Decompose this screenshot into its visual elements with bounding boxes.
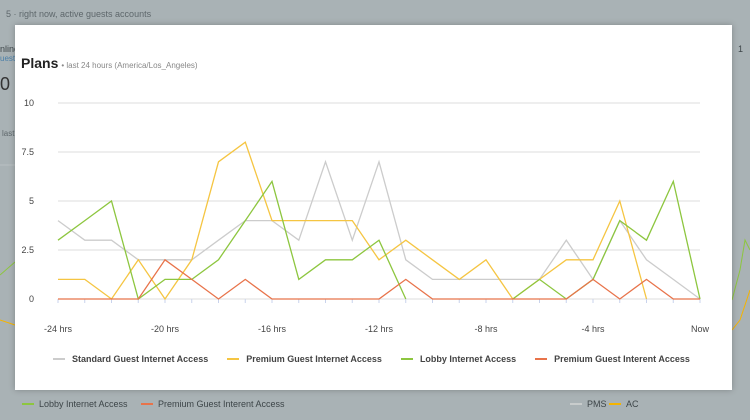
background-legend-label: Premium Guest Interent Access <box>158 399 285 409</box>
x-tick-label: -20 hrs <box>151 324 180 334</box>
background-legend-label: AC <box>626 399 639 409</box>
background-legend-premium: Premium Guest Interent Access <box>141 399 285 409</box>
x-tick-label: -24 hrs <box>44 324 73 334</box>
background-legend-swatch <box>570 403 582 405</box>
background-legend-swatch <box>22 403 34 405</box>
background-legend-label: PMS <box>587 399 607 409</box>
background-line-left <box>0 261 16 276</box>
series-line-3 <box>58 258 700 300</box>
y-tick-label: 2.5 <box>21 245 34 255</box>
x-tick-label: -8 hrs <box>474 324 498 334</box>
y-tick-label: 0 <box>29 294 34 304</box>
background-left-caption: last <box>2 129 15 138</box>
legend-label: Premium Guest Interent Access <box>554 354 690 364</box>
legend-swatch <box>535 358 548 360</box>
legend-swatch <box>400 358 413 360</box>
background-header: 5 · right now, active guests accounts <box>0 0 750 26</box>
chart-grid <box>58 102 700 300</box>
modal-title: Plans <box>21 55 59 71</box>
chart-legend: Standard Guest Internet Access Premium G… <box>53 354 709 364</box>
series-line-0 <box>57 159 701 300</box>
series-line-2 <box>57 179 407 301</box>
x-tick-label: Now <box>691 324 710 334</box>
background-line-right-2 <box>731 289 750 331</box>
chart-series <box>57 141 701 301</box>
x-axis-ticks <box>57 299 701 303</box>
y-tick-label: 7.5 <box>21 147 34 157</box>
x-axis-labels: -24 hrs -20 hrs -16 hrs -12 hrs -8 hrs -4 hrs… <box>44 324 710 334</box>
background-right-label: 1 <box>738 44 744 54</box>
background-line-right <box>731 238 750 301</box>
x-tick-label: -12 hrs <box>365 324 394 334</box>
background-legend-lobby: Lobby Internet Access <box>22 399 128 409</box>
legend-item-lobby[interactable]: Lobby Internet Access <box>400 354 517 364</box>
legend-swatch <box>53 358 65 360</box>
background-left-link[interactable]: uests <box>0 54 20 63</box>
background-legend-label: Lobby Internet Access <box>39 399 128 409</box>
legend-item-premium[interactable]: Premium Guest Internet Access <box>227 354 382 364</box>
legend-swatch <box>227 358 240 360</box>
background-header-text: 5 · right now, active guests accounts <box>6 9 152 19</box>
y-axis-labels: 0 2.5 5 7.5 10 <box>21 98 34 304</box>
legend-item-standard[interactable]: Standard Guest Internet Access <box>53 354 208 364</box>
y-tick-label: 10 <box>24 98 34 108</box>
legend-label: Premium Guest Internet Access <box>246 354 382 364</box>
modal-subtitle: • last 24 hours (America/Los_Angeles) <box>61 61 198 70</box>
background-left-value: 0 <box>0 74 11 94</box>
background-legend-swatch <box>609 403 621 405</box>
plans-chart: 02.557.510 -24 hrs -20 hrs -16 hrs -12 hrs -… <box>21 98 710 334</box>
modal-header: Plans • last 24 hours (America/Los_Angel… <box>21 55 198 71</box>
series-line-2 <box>512 179 701 300</box>
plans-modal: Plans • last 24 hours (America/Los_Angel… <box>15 25 732 390</box>
legend-label: Lobby Internet Access <box>419 354 517 364</box>
y-tick-label: 5 <box>29 196 34 206</box>
legend-label: Standard Guest Internet Access <box>72 354 209 364</box>
x-tick-label: -4 hrs <box>581 324 605 334</box>
background-legend-ac: AC <box>609 399 639 409</box>
legend-item-premium-interent[interactable]: Premium Guest Interent Access <box>535 354 690 364</box>
background-left-label: nline <box>0 44 20 54</box>
background-legend-pms: PMS <box>570 399 607 409</box>
background-line-left-2 <box>0 319 16 326</box>
series-line-1 <box>58 141 648 301</box>
x-tick-label: -16 hrs <box>258 324 287 334</box>
background-legend-swatch <box>141 403 153 405</box>
